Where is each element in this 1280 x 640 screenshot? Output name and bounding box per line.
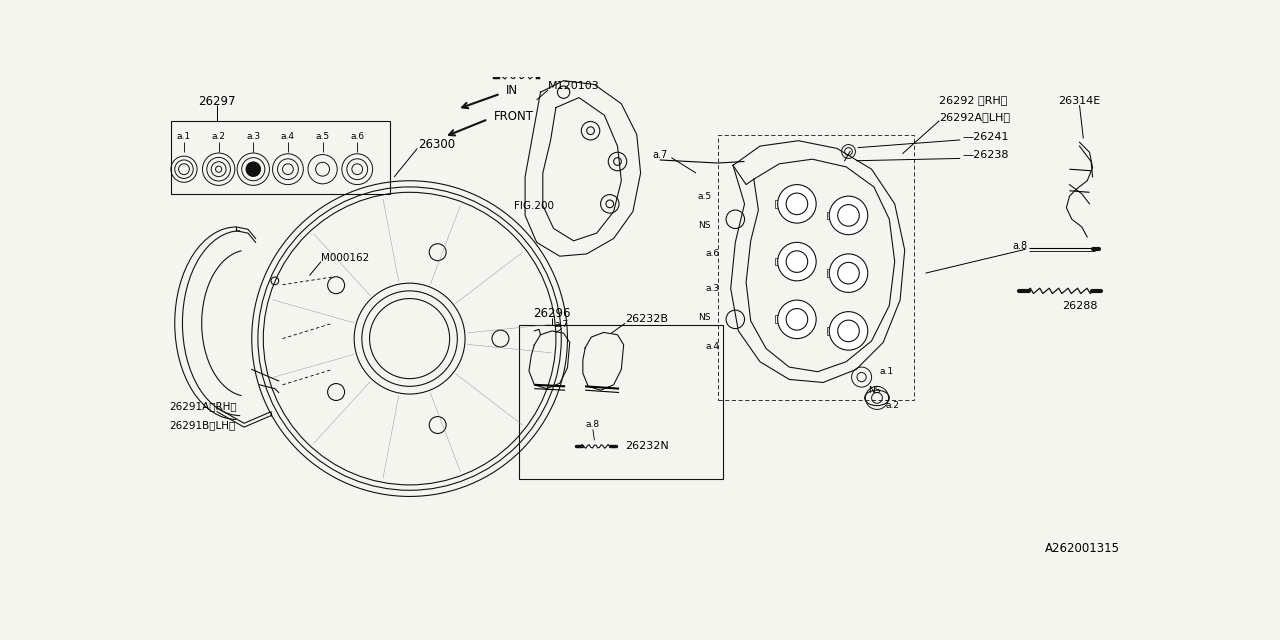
Text: 26296: 26296: [534, 307, 571, 321]
Circle shape: [778, 300, 817, 339]
Text: —26241: —26241: [963, 132, 1009, 142]
Bar: [776, 316, 783, 323]
Text: M000162: M000162: [321, 253, 370, 263]
Text: a.4: a.4: [280, 132, 294, 141]
Text: M120103: M120103: [548, 81, 600, 91]
Text: 26232B: 26232B: [625, 314, 668, 324]
Bar: [776, 200, 783, 208]
Text: 26291A〈RH〉: 26291A〈RH〉: [169, 401, 237, 412]
Text: NS: NS: [699, 221, 710, 230]
Text: a.2: a.2: [886, 401, 900, 410]
Text: A262001315: A262001315: [1044, 541, 1120, 554]
Circle shape: [829, 312, 868, 350]
Text: a.3: a.3: [705, 284, 719, 293]
Bar: [776, 258, 783, 266]
Bar: [518, 324, 723, 479]
Text: 26292 〈RH〉: 26292 〈RH〉: [940, 95, 1007, 105]
Text: 26288: 26288: [1061, 301, 1097, 311]
Text: a.6: a.6: [705, 250, 719, 259]
Text: a.3: a.3: [246, 132, 260, 141]
Text: a.2: a.2: [211, 132, 225, 141]
Bar: [718, 134, 914, 400]
Circle shape: [778, 243, 817, 281]
Text: a.4: a.4: [705, 342, 719, 351]
Bar: [172, 121, 390, 194]
Text: FRONT: FRONT: [494, 110, 534, 124]
Text: NS: NS: [868, 386, 881, 395]
Text: a.5: a.5: [698, 191, 712, 201]
Text: 26314E: 26314E: [1059, 97, 1101, 106]
Text: a.7: a.7: [653, 150, 667, 161]
Circle shape: [778, 184, 817, 223]
Text: 26291B〈LH〉: 26291B〈LH〉: [169, 420, 236, 430]
Text: FIG.200: FIG.200: [513, 201, 553, 211]
Text: 26300: 26300: [419, 138, 456, 151]
Text: a.7: a.7: [556, 320, 570, 329]
Text: a.6: a.6: [351, 132, 365, 141]
Text: a.5: a.5: [316, 132, 330, 141]
Circle shape: [829, 254, 868, 292]
Text: a.1: a.1: [177, 132, 191, 141]
Circle shape: [246, 161, 261, 177]
Bar: [827, 269, 835, 277]
Circle shape: [829, 196, 868, 235]
Text: a.8: a.8: [1012, 241, 1027, 251]
Text: —26238: —26238: [963, 150, 1009, 161]
Text: a.8: a.8: [586, 420, 600, 429]
Bar: [827, 212, 835, 220]
Bar: [827, 327, 835, 335]
Text: 26297: 26297: [198, 95, 236, 108]
Text: 26292A〈LH〉: 26292A〈LH〉: [940, 112, 1010, 122]
Text: 26232N: 26232N: [625, 442, 669, 451]
Text: IN: IN: [506, 84, 518, 97]
Text: NS: NS: [699, 314, 710, 323]
Text: a.1: a.1: [879, 367, 893, 376]
